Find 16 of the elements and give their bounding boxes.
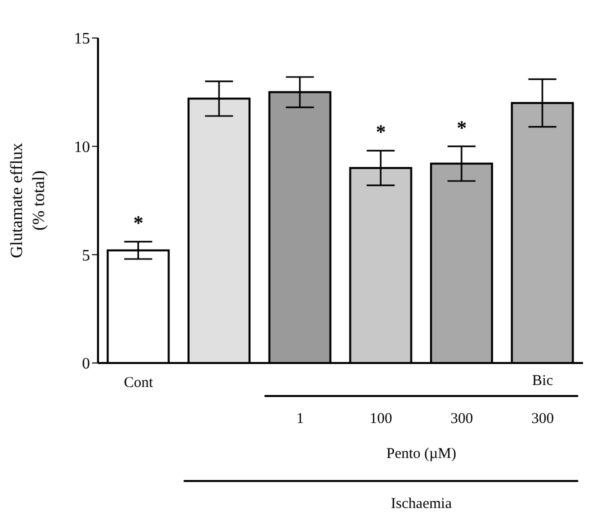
x-tick-label: 100: [370, 411, 392, 427]
text: Pento (µM): [386, 446, 456, 462]
x-tick-label: 300: [450, 411, 473, 427]
y-axis-title: Glutamate efflux (% total): [7, 142, 48, 258]
annotation: *: [456, 117, 467, 140]
text: Ischaemia: [390, 496, 452, 512]
annotation: *: [133, 212, 144, 235]
y-tick-label: 0: [82, 356, 90, 373]
text: Bic: [532, 373, 554, 389]
y-tick-label: 15: [74, 30, 90, 48]
x-tick-label: Cont: [124, 375, 154, 391]
x-tick-label: 300: [531, 411, 554, 427]
x-tick-label: 1: [296, 411, 304, 427]
y-tick-label: 5: [82, 247, 90, 264]
y-tick-label: 10: [74, 139, 90, 156]
annotation: *: [376, 122, 386, 144]
